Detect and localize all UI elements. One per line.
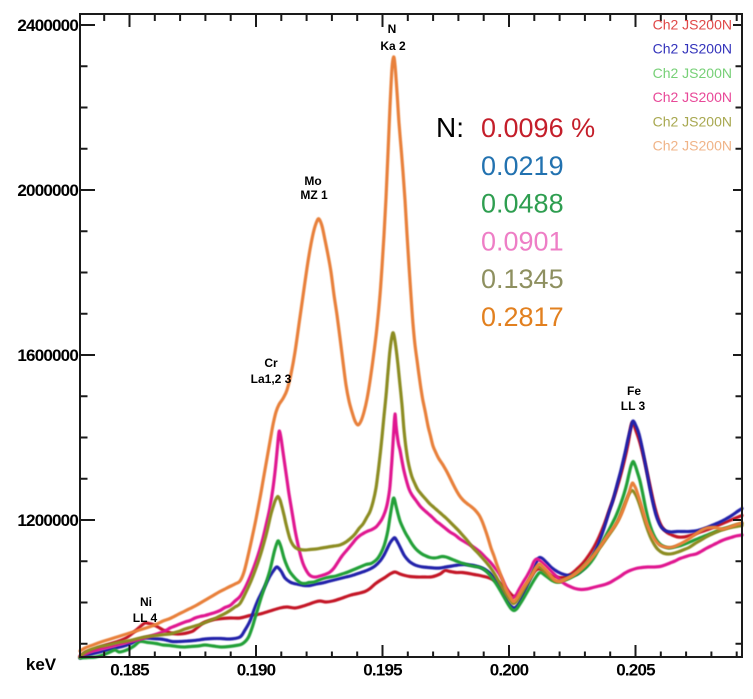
svg-text:1600000: 1600000 [17,346,78,365]
svg-text:0.195: 0.195 [363,661,402,680]
svg-text:0.0096 %: 0.0096 % [481,113,595,143]
svg-text:0.200: 0.200 [490,661,529,680]
svg-text:Ch2 JS200N: Ch2 JS200N [653,17,732,33]
svg-text:Ch2 JS200N: Ch2 JS200N [653,113,732,129]
svg-text:Ka 2: Ka 2 [380,39,406,53]
svg-text:0.0901: 0.0901 [481,226,564,256]
svg-text:Ch2 JS200N: Ch2 JS200N [653,138,732,154]
svg-text:LL 3: LL 3 [621,399,646,413]
svg-text:MZ 1: MZ 1 [300,188,328,202]
svg-text:LL 4: LL 4 [133,611,158,625]
svg-text:Ch2 JS200N: Ch2 JS200N [653,41,732,57]
svg-text:keV: keV [26,655,57,674]
svg-text:0.185: 0.185 [110,661,149,680]
svg-text:Ch2 JS200N: Ch2 JS200N [653,89,732,105]
svg-text:0.1345: 0.1345 [481,264,564,294]
svg-text:Ni: Ni [140,595,152,609]
svg-text:Mo: Mo [304,174,321,188]
svg-text:La1,2 3: La1,2 3 [251,372,292,386]
svg-text:Cr: Cr [264,356,278,370]
svg-text:0.0488: 0.0488 [481,189,564,219]
svg-text:Fe: Fe [627,384,641,398]
svg-text:N: N [388,22,397,36]
svg-text:2000000: 2000000 [17,181,78,200]
svg-text:Ch2 JS200N: Ch2 JS200N [653,65,732,81]
svg-text:2400000: 2400000 [17,16,78,35]
svg-text:N:: N: [436,112,464,143]
svg-text:0.0219: 0.0219 [481,151,564,181]
svg-text:0.2817: 0.2817 [481,302,564,332]
svg-text:0.205: 0.205 [616,661,655,680]
svg-text:1200000: 1200000 [17,511,78,530]
svg-text:0.190: 0.190 [237,661,276,680]
